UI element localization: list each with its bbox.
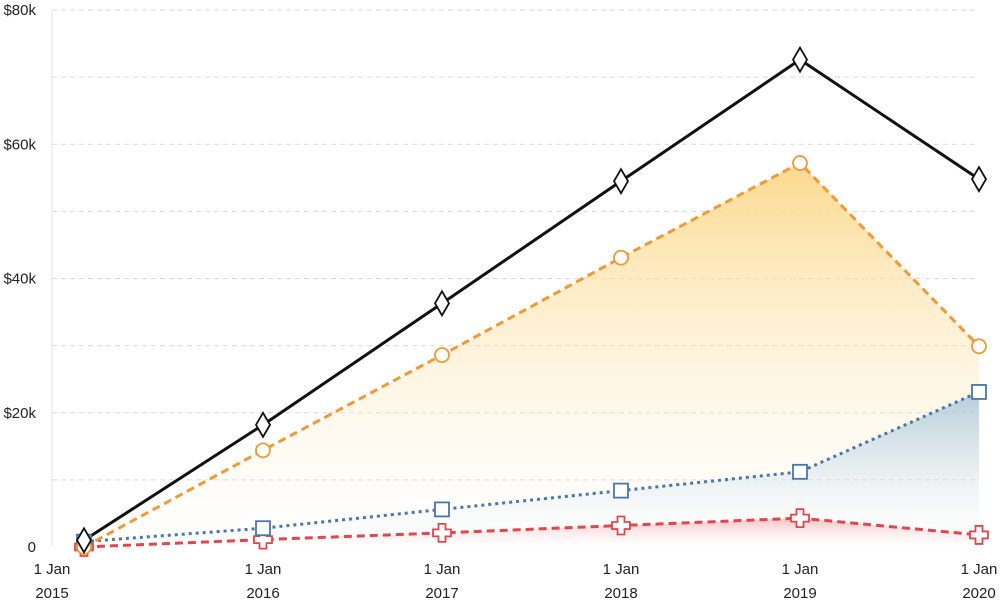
x-tick-label: 1 Jan [424, 561, 461, 578]
series-1-line [83, 161, 981, 549]
series-2-point [792, 463, 808, 480]
series-1-point [971, 338, 987, 355]
series-1-point [792, 155, 808, 171]
series-3-point [253, 529, 273, 550]
x-tick-label: 2015 [35, 585, 68, 602]
series-0-point [612, 167, 630, 195]
x-tick-label: 1 Jan [603, 561, 640, 578]
x-tick-label: 1 Jan [961, 561, 998, 578]
axes: 0 $20k $40k $60k $80k 1 Jan 2015 1 Jan 2016 1 Jan… [3, 2, 997, 602]
series-2-point [255, 520, 271, 537]
x-tick-label: 2017 [425, 585, 458, 602]
series-0-point [791, 45, 809, 74]
series-2-point [971, 384, 987, 400]
series-lines [83, 58, 981, 549]
series-areas [84, 163, 979, 548]
x-tick-label: 2016 [246, 585, 279, 602]
series-3-point [611, 515, 631, 536]
y-tick-label: $40k [3, 271, 36, 288]
x-tick-label: 2018 [604, 585, 637, 602]
series-0-point [970, 165, 988, 193]
series-1-point [613, 249, 629, 266]
series-3-point [790, 508, 810, 529]
x-tick-label: 1 Jan [782, 561, 819, 578]
series-2-line [83, 390, 980, 544]
x-tick-label: 1 Jan [34, 561, 71, 578]
series-2-point [434, 501, 450, 518]
series-0-point [433, 289, 451, 318]
x-tick-label: 2019 [783, 585, 816, 602]
series-3-line [83, 516, 980, 549]
series-1-point [434, 347, 450, 363]
y-tick-label: 0 [28, 539, 36, 556]
x-tick-label: 1 Jan [245, 561, 282, 578]
series-3-point [969, 525, 989, 545]
series-2-area [84, 391, 979, 547]
x-tick-label: 2020 [962, 585, 995, 602]
y-tick-label: $60k [3, 136, 36, 153]
series-3-point [432, 523, 452, 543]
series-1-point [255, 442, 271, 459]
series-markers [74, 45, 989, 557]
series-0-point [254, 411, 272, 439]
series-2-point [613, 482, 629, 499]
series-1-area [84, 163, 979, 548]
series-3-area [84, 518, 979, 547]
series-0-line [83, 58, 980, 542]
series-0-point [75, 526, 93, 555]
y-tick-label: $80k [3, 2, 36, 19]
y-tick-label: $20k [3, 405, 36, 422]
